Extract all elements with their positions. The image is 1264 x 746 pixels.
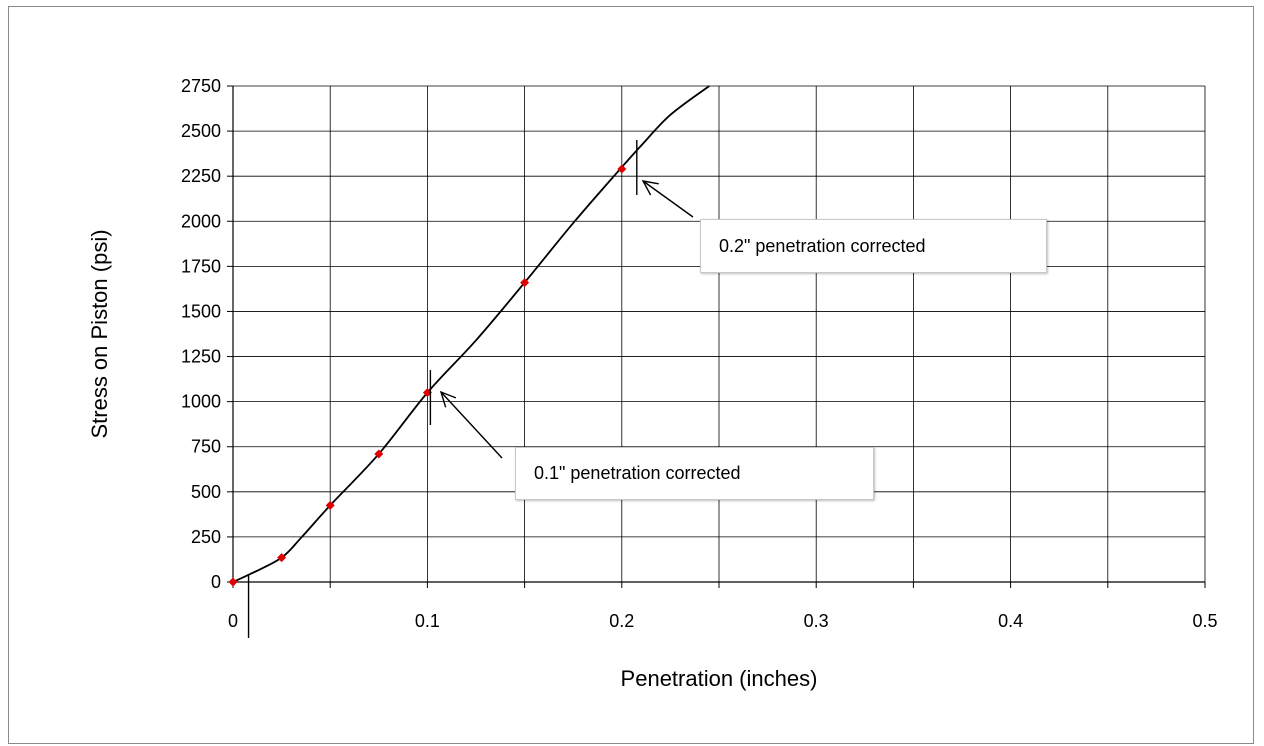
data-point bbox=[277, 553, 287, 563]
x-tick-label: 0.1 bbox=[415, 611, 440, 631]
y-tick-label: 750 bbox=[191, 437, 221, 457]
stress-curve bbox=[232, 85, 710, 583]
y-tick-label: 250 bbox=[191, 527, 221, 547]
y-tick-label: 1000 bbox=[181, 392, 221, 412]
x-tick-label: 0.5 bbox=[1192, 611, 1217, 631]
y-tick-label: 500 bbox=[191, 482, 221, 502]
data-point bbox=[374, 449, 384, 459]
data-point bbox=[422, 388, 432, 398]
arrow-0.2-head bbox=[641, 180, 659, 196]
x-tick-label: 0.2 bbox=[609, 611, 634, 631]
annotation-0.1-corrected: 0.1" penetration corrected bbox=[515, 447, 874, 500]
arrow-0.1-shaft bbox=[440, 391, 503, 459]
data-point bbox=[617, 164, 627, 174]
y-tick-label: 2750 bbox=[181, 76, 221, 96]
annotation-0.2-corrected: 0.2" penetration corrected bbox=[700, 219, 1047, 273]
x-tick-label: 0.4 bbox=[998, 611, 1023, 631]
y-tick-label: 1500 bbox=[181, 301, 221, 321]
y-tick-label: 1750 bbox=[181, 256, 221, 276]
chart-frame bbox=[8, 6, 1254, 744]
x-tick-label: 0 bbox=[228, 611, 238, 631]
y-tick-label: 2250 bbox=[181, 166, 221, 186]
x-tick-label: 0.3 bbox=[804, 611, 829, 631]
y-tick-label: 2500 bbox=[181, 121, 221, 141]
data-point bbox=[520, 278, 530, 288]
arrow-0.2-shaft bbox=[642, 180, 694, 218]
data-point bbox=[325, 500, 335, 510]
y-tick-label: 0 bbox=[211, 572, 221, 592]
x-axis-title: Penetration (inches) bbox=[621, 666, 818, 691]
data-point bbox=[228, 577, 238, 587]
arrow-0.1-head bbox=[439, 390, 457, 408]
y-axis-title: Stress on Piston (psi) bbox=[87, 229, 112, 438]
y-tick-label: 2000 bbox=[181, 211, 221, 231]
y-tick-label: 1250 bbox=[181, 347, 221, 367]
